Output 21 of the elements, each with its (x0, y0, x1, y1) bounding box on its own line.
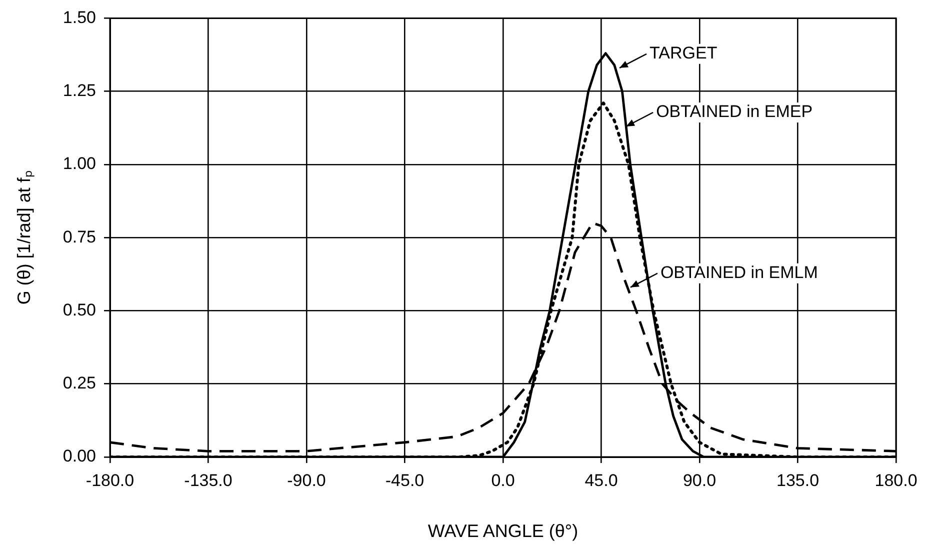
x-tick-label: 45.0 (584, 470, 618, 490)
y-tick-label: 1.00 (62, 154, 96, 174)
y-tick-label: 1.25 (62, 81, 96, 100)
x-tick-label: 0.0 (491, 470, 515, 490)
y-tick-label: 0.50 (62, 300, 96, 320)
y-axis-title: G (θ) [1/rad] at fₚ (14, 170, 35, 305)
y-tick-label: 0.75 (62, 227, 96, 246)
annotation: TARGET (650, 44, 718, 63)
x-tick-label: -45.0 (385, 470, 424, 490)
x-tick-label: 90.0 (682, 470, 716, 490)
annotation: OBTAINED in EMEP (656, 102, 813, 122)
annotation: OBTAINED in EMLM (660, 263, 818, 282)
x-tick-label: 180.0 (874, 470, 918, 490)
y-tick-label: 0.25 (62, 374, 96, 393)
y-tick-label: 1.50 (62, 8, 96, 27)
x-tick-label: -135.0 (184, 470, 232, 490)
x-tick-label: -90.0 (287, 470, 326, 490)
x-tick-label: 135.0 (776, 470, 820, 490)
y-tick-label: 0.00 (62, 446, 96, 466)
x-axis-title: WAVE ANGLE (θ°) (428, 521, 578, 542)
x-tick-label: -180.0 (86, 470, 134, 490)
